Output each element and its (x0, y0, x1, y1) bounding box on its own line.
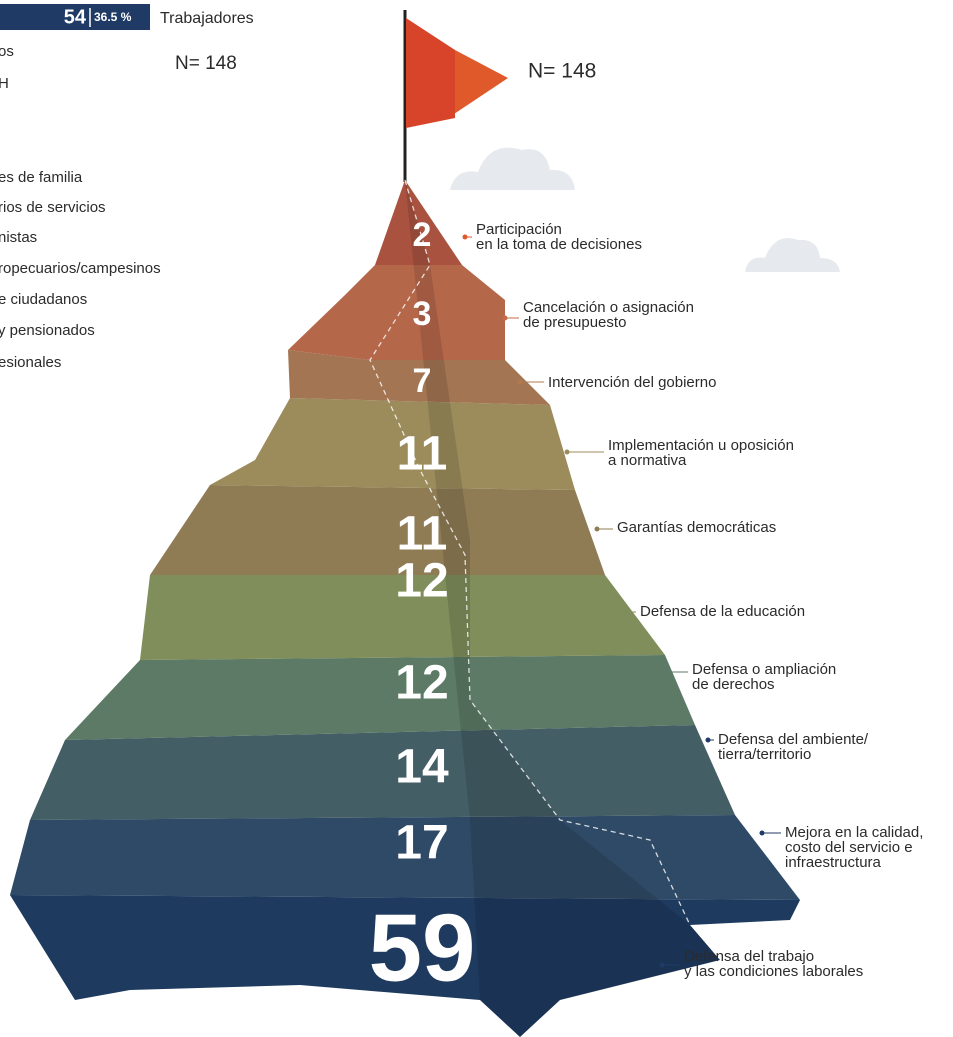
layer (210, 398, 575, 490)
list-item: e ciudadanos (0, 291, 87, 308)
layer (65, 655, 695, 740)
list-item: es de familia (0, 169, 83, 186)
layer-value: 11 (397, 508, 448, 561)
layer-value: 59 (369, 894, 476, 1001)
layer-value: 14 (395, 741, 449, 794)
layer-label: Intervención del gobierno (548, 374, 716, 391)
partial-list: os Hes de familia rios de servicios nistas r… (0, 43, 161, 371)
layer-label: infraestructura (785, 854, 882, 871)
layer-label: en la toma de decisiones (476, 236, 642, 253)
layer-label: Garantías democráticas (617, 519, 776, 536)
infographic: 54 36.5 % Trabajadores N= 148 os Hes de f… (0, 0, 953, 1037)
list-item: ropecuarios/campesinos (0, 260, 161, 277)
list-item: os (0, 43, 14, 60)
list-item: esionales (0, 354, 61, 371)
n-left: N= 148 (175, 53, 237, 74)
layer-value: 12 (395, 555, 448, 608)
layer (30, 725, 735, 820)
layer-value: 11 (397, 428, 448, 481)
header-label: Trabajadores (160, 10, 254, 27)
layer-label: a normativa (608, 452, 687, 469)
list-item: y pensionados (0, 322, 95, 339)
layer-value: 2 (413, 216, 432, 254)
layer-label: de presupuesto (523, 314, 626, 331)
cloud (745, 238, 840, 272)
layer-label: Defensa de la educación (640, 603, 805, 620)
layer-value: 3 (413, 295, 432, 333)
list-item: H (0, 75, 9, 92)
flag (406, 18, 455, 128)
cloud (450, 148, 575, 190)
layer-label: de derechos (692, 676, 775, 693)
layer-label: tierra/territorio (718, 746, 811, 763)
header-count: 54 (64, 6, 87, 28)
n-right: N= 148 (528, 60, 596, 83)
list-item: rios de servicios (0, 199, 106, 216)
layer (150, 485, 605, 575)
layer-label: y las condiciones laborales (684, 963, 863, 980)
layer-value: 7 (413, 362, 432, 400)
layer-value: 17 (395, 817, 448, 870)
list-item: nistas (0, 229, 37, 246)
layer (288, 265, 505, 360)
header-percent: 36.5 % (94, 10, 132, 24)
layer-value: 12 (395, 657, 448, 710)
